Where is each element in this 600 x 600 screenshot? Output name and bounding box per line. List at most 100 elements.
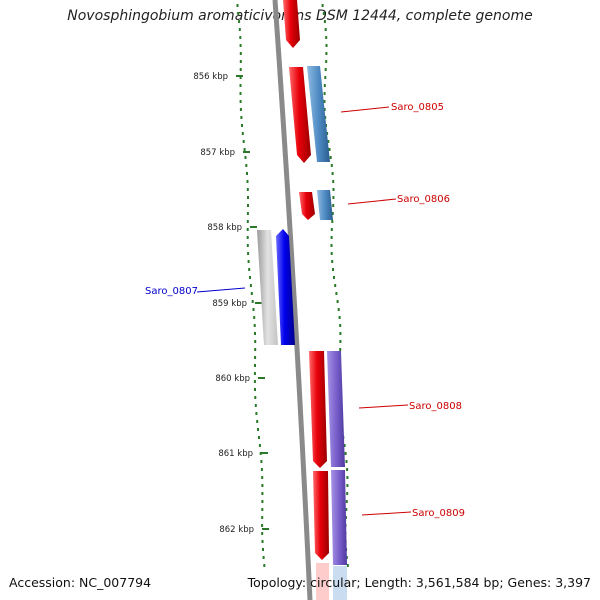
gc-content-track-left (236, 4, 266, 567)
gc-point (239, 60, 242, 63)
gc-point (323, 84, 326, 87)
gc-point (253, 372, 256, 375)
gene-label-leaders (196, 106, 412, 516)
gene-label-saro-0807[interactable]: Saro_0807 (145, 286, 198, 297)
gc-point (254, 348, 257, 351)
gene-label-saro-0809[interactable]: Saro_0809 (412, 508, 465, 519)
gc-point (239, 100, 242, 103)
blast-hit-saro-0805[interactable] (307, 66, 330, 162)
gc-point (339, 324, 342, 327)
axis-tick-label: 857 kbp (200, 148, 235, 158)
gc-point (322, 12, 325, 15)
gc-point (337, 308, 340, 311)
gc-point (256, 420, 259, 423)
gc-point (239, 84, 242, 87)
gc-point (325, 52, 328, 55)
gc-point (243, 148, 246, 151)
gene-label-saro-0808[interactable]: Saro_0808 (409, 401, 462, 412)
gene-arrow-saro-0808[interactable] (309, 351, 327, 468)
gc-point (346, 492, 349, 495)
gc-point (254, 404, 257, 407)
gc-point (261, 524, 264, 527)
gc-point (246, 180, 249, 183)
axis-tick-label: 858 kbp (207, 223, 242, 233)
gc-point (239, 44, 242, 47)
gc-point (255, 412, 258, 415)
gene-arrow-saro-0809[interactable] (313, 471, 329, 560)
axis-tick-label: 856 kbp (193, 72, 228, 82)
sequence-backbone (272, 0, 313, 600)
gc-point (244, 156, 247, 159)
gc-point (328, 148, 331, 151)
gene-arrow-saro-0806[interactable] (299, 192, 315, 220)
gc-point (254, 332, 256, 335)
gc-point (338, 316, 341, 319)
gc-point (249, 276, 251, 279)
gc-point (246, 212, 249, 215)
gc-point (325, 44, 328, 47)
gc-point (345, 508, 348, 511)
gc-point (332, 268, 334, 271)
gc-point (248, 268, 251, 271)
axis-tick-label: 861 kbp (218, 449, 253, 459)
gc-point (251, 300, 254, 303)
blast-hit-saro-0806[interactable] (317, 190, 333, 220)
gene-label-saro-0806[interactable]: Saro_0806 (397, 194, 450, 205)
gc-point (262, 548, 264, 551)
blast-hit-saro-0808[interactable] (327, 351, 345, 467)
gene-arrow-saro-0805[interactable] (289, 67, 311, 163)
gc-point (333, 276, 335, 279)
gc-point (332, 180, 335, 183)
gene-arrow[interactable] (283, 0, 300, 48)
gc-point (345, 500, 348, 503)
gc-point (247, 196, 249, 199)
blast-hit-saro-0807[interactable] (257, 230, 278, 345)
gc-point (249, 284, 252, 287)
gc-point (261, 484, 264, 487)
gc-point (237, 12, 240, 15)
gc-point (246, 236, 249, 239)
gc-point (239, 52, 242, 55)
gc-point (346, 468, 349, 471)
gc-point (262, 556, 265, 559)
gc-point (263, 564, 266, 567)
gc-point (238, 20, 241, 23)
gc-point (344, 452, 347, 455)
gc-point (250, 292, 253, 295)
gc-point (330, 252, 333, 255)
topology-text: Topology: circular; Length: 3,561,584 bp… (247, 575, 591, 590)
position-axis: 856 kbp 857 kbp 858 kbp 859 kbp 860 kbp 861 k… (193, 72, 269, 535)
gc-point (331, 212, 334, 215)
gc-point (241, 132, 244, 135)
gc-point (327, 140, 330, 143)
gc-point (345, 460, 348, 463)
gc-point (332, 188, 335, 191)
gc-point (323, 92, 326, 95)
gc-point (258, 436, 260, 439)
gc-point (261, 492, 264, 495)
gc-point (238, 28, 241, 31)
gc-point (331, 172, 334, 175)
gc-point (240, 116, 243, 119)
gc-point (332, 196, 335, 199)
gc-point (239, 92, 242, 95)
gene-features (257, 0, 347, 600)
blast-hit-saro-0809[interactable] (331, 470, 347, 565)
gene-label-saro-0805[interactable]: Saro_0805 (391, 102, 444, 113)
gc-point (245, 164, 248, 167)
gc-point (325, 60, 328, 63)
gc-point (330, 228, 333, 231)
gc-point (254, 396, 257, 399)
gc-point (261, 500, 264, 503)
gc-point (329, 156, 332, 159)
gene-arrow-saro-0807[interactable] (276, 229, 295, 345)
gc-point (261, 476, 264, 479)
gc-point (241, 124, 243, 127)
gc-point (343, 444, 346, 447)
gc-point (321, 4, 324, 7)
gc-point (323, 20, 326, 23)
gc-point (335, 292, 338, 295)
gc-point (254, 340, 257, 343)
gc-point (346, 564, 349, 567)
